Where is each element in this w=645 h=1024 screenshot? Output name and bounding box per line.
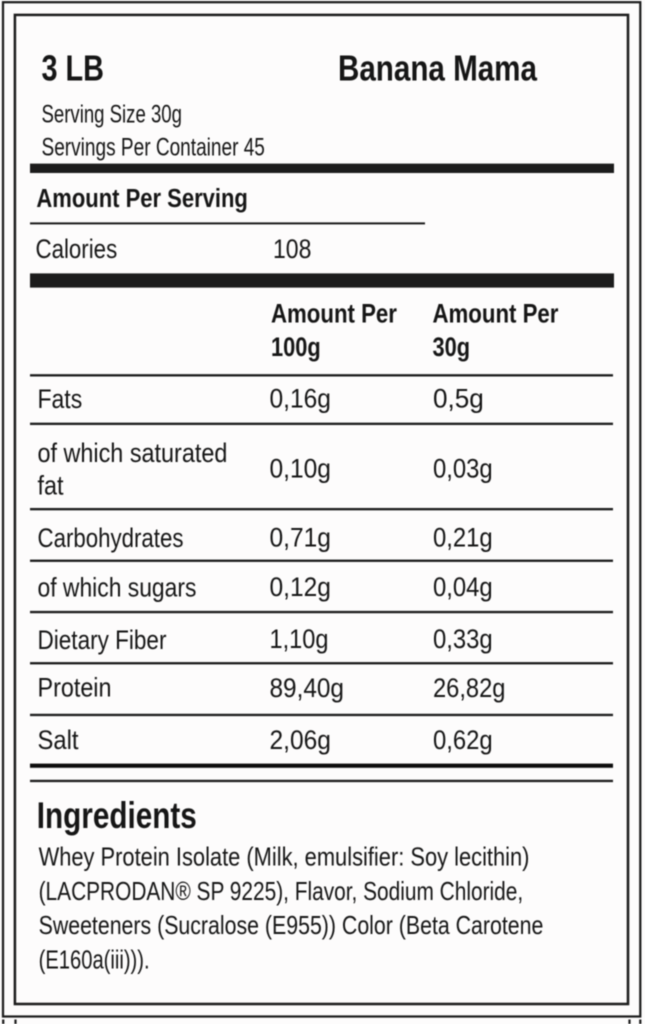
svg-text:0,5g: 0,5g bbox=[433, 383, 484, 414]
svg-text:89,40g: 89,40g bbox=[270, 674, 344, 703]
svg-text:108: 108 bbox=[273, 234, 311, 264]
svg-text:30g: 30g bbox=[433, 333, 470, 363]
svg-text:0,04g: 0,04g bbox=[433, 573, 493, 603]
svg-text:Banana Mama: Banana Mama bbox=[338, 48, 538, 88]
svg-text:Sweeteners (Sucralose (E955)): Sweeteners (Sucralose (E955)) Color (Bet… bbox=[39, 911, 544, 939]
svg-text:0,33g: 0,33g bbox=[433, 625, 493, 655]
svg-text:(E160a(iii))).: (E160a(iii))). bbox=[39, 945, 150, 974]
svg-text:26,82g: 26,82g bbox=[433, 674, 505, 704]
svg-text:0,21g: 0,21g bbox=[433, 523, 493, 553]
svg-text:100g: 100g bbox=[271, 333, 321, 363]
svg-text:3 LB: 3 LB bbox=[42, 47, 104, 88]
svg-text:Dietary Fiber: Dietary Fiber bbox=[38, 625, 167, 655]
svg-text:fat: fat bbox=[38, 471, 64, 501]
svg-text:0,62g: 0,62g bbox=[433, 726, 493, 756]
svg-text:0,12g: 0,12g bbox=[270, 573, 331, 602]
svg-text:(LACPRODAN® SP 9225), Flavor,: (LACPRODAN® SP 9225), Flavor, Sodium Chl… bbox=[39, 877, 524, 905]
svg-text:0,71g: 0,71g bbox=[270, 523, 331, 552]
svg-text:Calories: Calories bbox=[36, 235, 118, 264]
svg-text:0,16g: 0,16g bbox=[270, 384, 331, 413]
svg-text:Serving Size 30g: Serving Size 30g bbox=[42, 100, 182, 128]
svg-text:Salt: Salt bbox=[38, 725, 79, 755]
svg-text:of which saturated: of which saturated bbox=[38, 438, 228, 468]
svg-text:0,10g: 0,10g bbox=[270, 454, 331, 483]
svg-text:1,10g: 1,10g bbox=[270, 625, 329, 655]
svg-text:Carbohydrates: Carbohydrates bbox=[38, 524, 184, 553]
svg-text:2,06g: 2,06g bbox=[270, 726, 331, 755]
svg-text:Protein: Protein bbox=[38, 673, 112, 703]
svg-text:Servings Per Container 45: Servings Per Container 45 bbox=[42, 133, 265, 161]
svg-text:Ingredients: Ingredients bbox=[37, 796, 197, 837]
svg-text:Amount Per Serving: Amount Per Serving bbox=[36, 184, 247, 213]
svg-text:Amount Per: Amount Per bbox=[271, 299, 397, 328]
svg-text:of which sugars: of which sugars bbox=[38, 573, 197, 603]
svg-text:Fats: Fats bbox=[38, 384, 83, 414]
svg-text:Amount Per: Amount Per bbox=[433, 299, 559, 328]
svg-text:0,03g: 0,03g bbox=[433, 454, 493, 484]
svg-text:Whey Protein Isolate (Milk, em: Whey Protein Isolate (Milk, emulsifier: … bbox=[39, 843, 530, 872]
